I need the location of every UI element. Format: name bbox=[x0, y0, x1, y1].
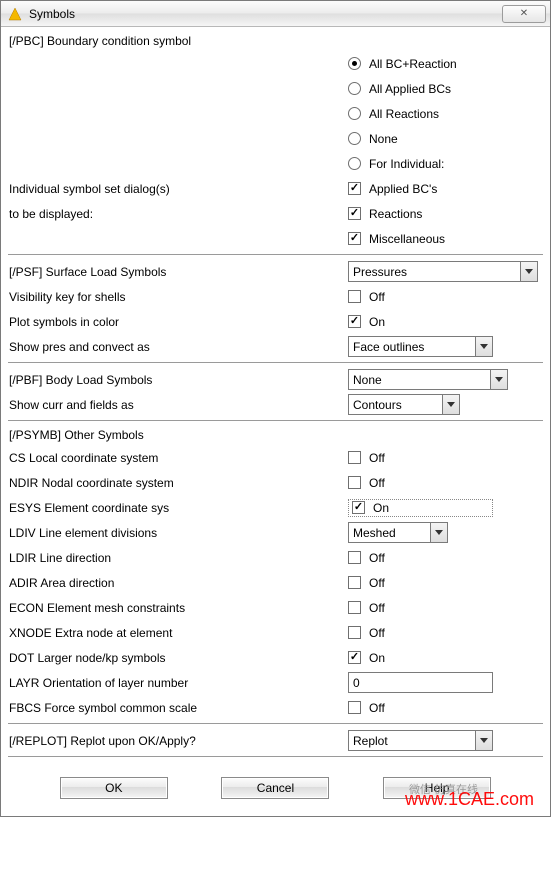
pbf-showcurr-select[interactable]: Contours bbox=[348, 394, 460, 415]
check-reactions[interactable] bbox=[348, 207, 361, 220]
psymb-cs-label: CS Local coordinate system bbox=[9, 448, 344, 468]
pbf-showcurr-label: Show curr and fields as bbox=[9, 395, 344, 415]
individual-label-1: Individual symbol set dialog(s) bbox=[9, 179, 344, 199]
psymb-esys-label: ESYS Element coordinate sys bbox=[9, 498, 344, 518]
check-label: Off bbox=[369, 601, 385, 615]
symbols-dialog: Symbols ✕ [/PBC] Boundary condition symb… bbox=[0, 0, 551, 817]
layr-value: 0 bbox=[353, 676, 360, 690]
separator bbox=[8, 420, 543, 422]
psf-select-value: Pressures bbox=[353, 265, 520, 279]
chevron-down-icon bbox=[475, 731, 492, 750]
radio-all-reactions[interactable] bbox=[348, 107, 361, 120]
check-label: Off bbox=[369, 701, 385, 715]
check-label: Off bbox=[369, 476, 385, 490]
psymb-ldir-label: LDIR Line direction bbox=[9, 548, 344, 568]
check-label: Off bbox=[369, 551, 385, 565]
check-label: On bbox=[373, 501, 389, 515]
pbc-heading: [/PBC] Boundary condition symbol bbox=[9, 31, 542, 51]
psf-showpres-select[interactable]: Face outlines bbox=[348, 336, 493, 357]
chevron-down-icon bbox=[490, 370, 507, 389]
check-label: Reactions bbox=[369, 207, 422, 221]
psf-showpres-value: Face outlines bbox=[353, 340, 475, 354]
psymb-xnode-label: XNODE Extra node at element bbox=[9, 623, 344, 643]
radio-label: All Applied BCs bbox=[369, 82, 451, 96]
replot-select-value: Replot bbox=[353, 734, 475, 748]
chevron-down-icon bbox=[430, 523, 447, 542]
separator bbox=[8, 723, 543, 725]
psymb-ldiv-label: LDIV Line element divisions bbox=[9, 523, 344, 543]
titlebar: Symbols ✕ bbox=[1, 1, 550, 27]
check-xnode[interactable] bbox=[348, 626, 361, 639]
psymb-dot-label: DOT Larger node/kp symbols bbox=[9, 648, 344, 668]
check-dot[interactable] bbox=[348, 651, 361, 664]
close-button[interactable]: ✕ bbox=[502, 5, 546, 23]
psymb-adir-label: ADIR Area direction bbox=[9, 573, 344, 593]
dialog-content: [/PBC] Boundary condition symbol All BC+… bbox=[1, 27, 550, 816]
check-label: Miscellaneous bbox=[369, 232, 445, 246]
radio-label: All Reactions bbox=[369, 107, 439, 121]
psymb-econ-label: ECON Element mesh constraints bbox=[9, 598, 344, 618]
pbf-select-value: None bbox=[353, 373, 490, 387]
psymb-ndir-label: NDIR Nodal coordinate system bbox=[9, 473, 344, 493]
pbf-select[interactable]: None bbox=[348, 369, 508, 390]
chevron-down-icon bbox=[475, 337, 492, 356]
radio-label: All BC+Reaction bbox=[369, 57, 457, 71]
ldiv-select-value: Meshed bbox=[353, 526, 430, 540]
window-title: Symbols bbox=[29, 7, 502, 21]
radio-for-individual[interactable] bbox=[348, 157, 361, 170]
check-label: Off bbox=[369, 451, 385, 465]
radio-label: None bbox=[369, 132, 398, 146]
replot-label: [/REPLOT] Replot upon OK/Apply? bbox=[9, 731, 344, 751]
check-label: Off bbox=[369, 576, 385, 590]
check-ldir[interactable] bbox=[348, 551, 361, 564]
close-icon: ✕ bbox=[520, 8, 528, 19]
check-fbcs[interactable] bbox=[348, 701, 361, 714]
individual-label-2: to be displayed: bbox=[9, 204, 344, 224]
check-cs[interactable] bbox=[348, 451, 361, 464]
radio-none[interactable] bbox=[348, 132, 361, 145]
separator bbox=[8, 756, 543, 758]
check-psf-color[interactable] bbox=[348, 315, 361, 328]
radio-label: For Individual: bbox=[369, 157, 444, 171]
psymb-heading: [/PSYMB] Other Symbols bbox=[9, 425, 542, 445]
check-esys[interactable] bbox=[352, 501, 365, 514]
check-adir[interactable] bbox=[348, 576, 361, 589]
app-icon bbox=[7, 6, 23, 22]
ldiv-select[interactable]: Meshed bbox=[348, 522, 448, 543]
psf-visibility-label: Visibility key for shells bbox=[9, 287, 344, 307]
check-ndir[interactable] bbox=[348, 476, 361, 489]
separator bbox=[8, 254, 543, 256]
check-applied-bcs[interactable] bbox=[348, 182, 361, 195]
check-label: On bbox=[369, 315, 385, 329]
watermark-url: www.1CAE.com bbox=[9, 789, 542, 810]
chevron-down-icon bbox=[520, 262, 537, 281]
layr-input[interactable]: 0 bbox=[348, 672, 493, 693]
psymb-layr-label: LAYR Orientation of layer number bbox=[9, 673, 344, 693]
pbf-heading: [/PBF] Body Load Symbols bbox=[9, 370, 344, 390]
check-econ[interactable] bbox=[348, 601, 361, 614]
check-label: On bbox=[369, 651, 385, 665]
radio-all-bc-reaction[interactable] bbox=[348, 57, 361, 70]
psf-heading: [/PSF] Surface Load Symbols bbox=[9, 262, 344, 282]
check-label: Applied BC's bbox=[369, 182, 437, 196]
check-miscellaneous[interactable] bbox=[348, 232, 361, 245]
radio-all-applied-bcs[interactable] bbox=[348, 82, 361, 95]
esys-highlight: On bbox=[348, 499, 493, 517]
check-label: Off bbox=[369, 626, 385, 640]
separator bbox=[8, 362, 543, 364]
check-label: Off bbox=[369, 290, 385, 304]
psymb-fbcs-label: FBCS Force symbol common scale bbox=[9, 698, 344, 718]
check-psf-visibility[interactable] bbox=[348, 290, 361, 303]
psf-color-label: Plot symbols in color bbox=[9, 312, 344, 332]
psf-select[interactable]: Pressures bbox=[348, 261, 538, 282]
chevron-down-icon bbox=[442, 395, 459, 414]
psf-showpres-label: Show pres and convect as bbox=[9, 337, 344, 357]
replot-select[interactable]: Replot bbox=[348, 730, 493, 751]
pbf-showcurr-value: Contours bbox=[353, 398, 442, 412]
